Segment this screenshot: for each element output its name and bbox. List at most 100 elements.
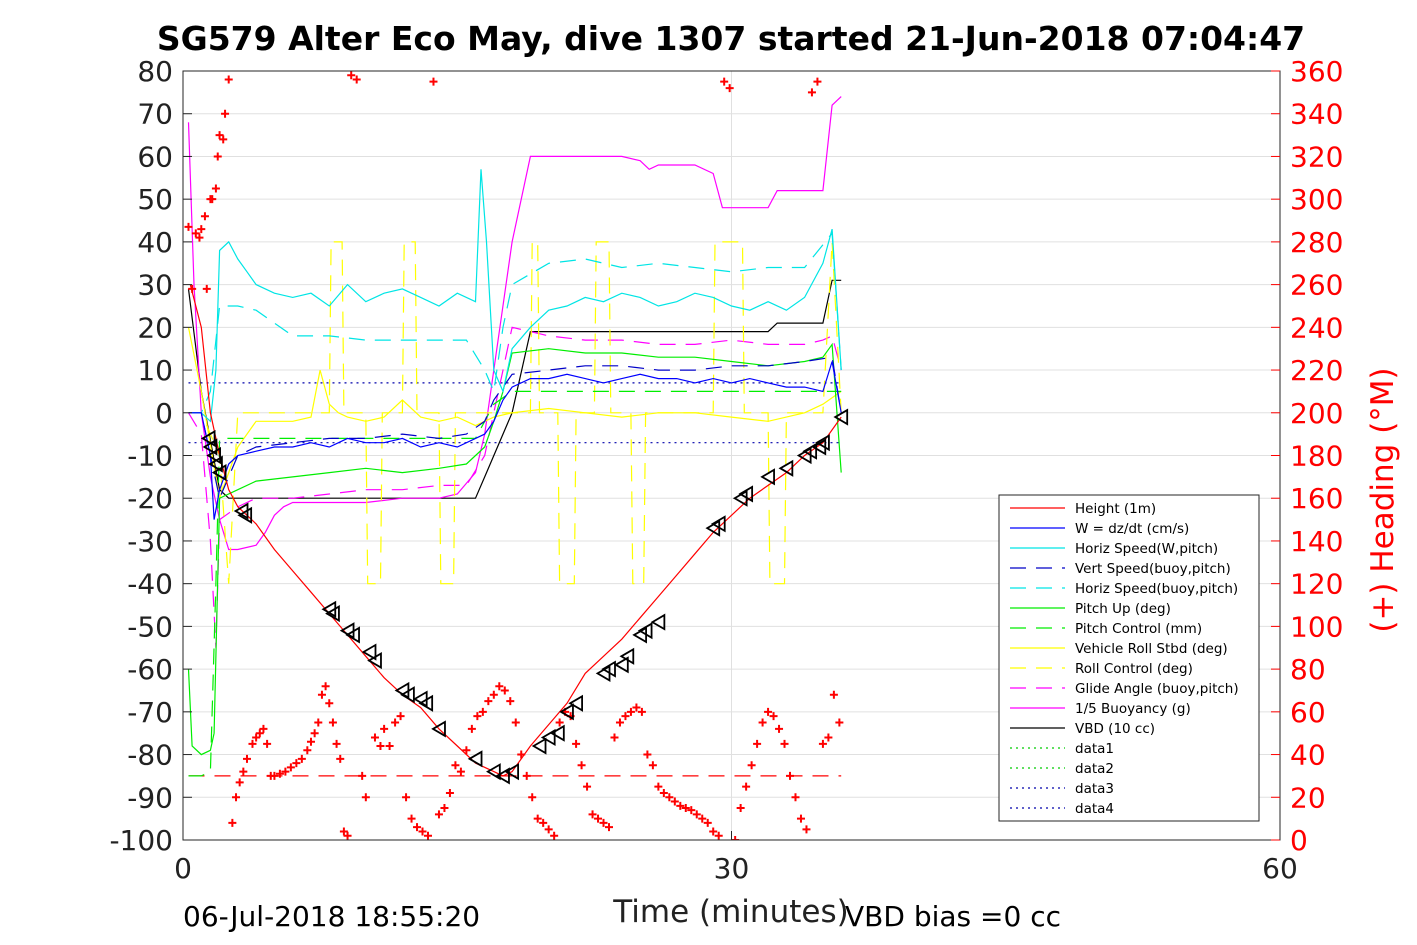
heading-point <box>495 682 504 691</box>
right-tick-label: 160 <box>1290 482 1343 515</box>
heading-point <box>747 761 756 770</box>
legend: Height (1m) W = dz/dt (cm/s) Horiz Speed(W… <box>998 494 1260 822</box>
heading-point <box>195 233 204 242</box>
heading-point <box>310 729 319 738</box>
right-tick-label: 140 <box>1290 525 1343 558</box>
heading-point <box>391 718 400 727</box>
heading-point <box>742 782 751 791</box>
heading-point <box>818 739 827 748</box>
heading-point <box>681 803 690 812</box>
triangle-marker <box>325 605 340 623</box>
heading-point <box>829 690 838 699</box>
right-tick-label: 200 <box>1290 397 1343 430</box>
heading-point <box>555 718 564 727</box>
triangle-marker <box>400 686 415 704</box>
left-tick-label: -50 <box>127 610 173 643</box>
heading-point <box>385 742 394 751</box>
heading-point <box>577 761 586 770</box>
heading-point <box>522 771 531 780</box>
heading-point <box>764 707 773 716</box>
x-axis-ticks: 0 30 60 <box>174 831 1298 885</box>
heading-point <box>456 767 465 776</box>
heading-point <box>648 761 657 770</box>
heading-point <box>418 827 427 836</box>
triangle-marker <box>531 737 547 755</box>
right-tick-label: 360 <box>1290 55 1343 88</box>
heading-point <box>235 778 244 787</box>
triangle-marker <box>802 442 818 460</box>
triangle-marker <box>418 694 434 712</box>
triangle-marker <box>200 429 216 447</box>
triangle-marker <box>710 515 726 533</box>
heading-point <box>221 109 230 118</box>
left-tick-label: -90 <box>127 781 173 814</box>
triangle-marker <box>815 434 830 452</box>
legend-label: Pitch Up (deg) <box>1075 601 1171 617</box>
heading-point <box>358 771 367 780</box>
triangle-marker <box>738 485 754 503</box>
heading-point <box>191 229 200 238</box>
right-axis-ticks: 3603403203002802602402202001801601401201… <box>1271 55 1343 857</box>
heading-point <box>709 827 718 836</box>
heading-point <box>714 831 723 840</box>
left-tick-label: 80 <box>137 55 173 88</box>
heading-point <box>184 222 193 231</box>
chart-title: SG579 Alter Eco May, dive 1307 started 2… <box>157 19 1305 58</box>
heading-point <box>813 77 822 86</box>
heading-point <box>213 152 222 161</box>
heading-point <box>281 767 290 776</box>
triangle-marker <box>202 438 218 456</box>
heading-point <box>275 769 284 778</box>
left-tick-label: 30 <box>137 269 173 302</box>
heading-point <box>252 733 261 742</box>
heading-point <box>731 836 740 840</box>
heading-point <box>224 75 233 84</box>
heading-point <box>511 718 520 727</box>
heading-point <box>489 690 498 699</box>
heading-point <box>270 771 279 780</box>
heading-point <box>376 742 385 751</box>
triangle-marker <box>833 408 849 426</box>
heading-point <box>219 135 228 144</box>
heading-point <box>572 739 581 748</box>
legend-label: data4 <box>1075 801 1114 817</box>
left-tick-label: 70 <box>137 98 173 131</box>
heading-point <box>528 793 537 802</box>
heading-point <box>467 724 476 733</box>
heading-point <box>791 793 800 802</box>
right-tick-label: 0 <box>1290 824 1308 857</box>
footer-timestamp: 06-Jul-2018 18:55:20 <box>183 900 480 933</box>
triangle-marker <box>550 724 565 742</box>
heading-point <box>835 718 844 727</box>
right-tick-label: 60 <box>1290 696 1326 729</box>
right-tick-label: 40 <box>1290 739 1326 772</box>
triangle-marker <box>208 455 223 473</box>
triangle-marker <box>540 728 556 747</box>
heading-point <box>692 810 701 819</box>
left-tick-label: -10 <box>127 440 173 473</box>
heading-point <box>753 739 762 748</box>
heading-point <box>758 718 767 727</box>
heading-point <box>786 771 795 780</box>
series-line <box>188 231 842 414</box>
left-tick-label: -60 <box>127 653 173 686</box>
heading-point <box>769 712 778 721</box>
legend-label: Vehicle Roll Stbd (deg) <box>1075 641 1228 657</box>
heading-point <box>670 797 679 806</box>
heading-point <box>423 831 432 840</box>
triangle-marker <box>345 626 360 644</box>
heading-point <box>325 699 334 708</box>
heading-point <box>188 284 197 293</box>
series-line <box>188 169 842 423</box>
heading-point <box>588 810 597 819</box>
heading-point <box>286 763 295 772</box>
legend-label: data1 <box>1075 741 1114 757</box>
heading-point <box>824 733 833 742</box>
heading-point <box>396 712 405 721</box>
heading-point <box>605 823 614 832</box>
legend-label: Glide Angle (buoy,pitch) <box>1075 681 1239 697</box>
right-axis-label: (+) Heading (°M) <box>1365 367 1401 632</box>
left-tick-label: 0 <box>155 397 173 430</box>
left-tick-label: 60 <box>137 140 173 173</box>
